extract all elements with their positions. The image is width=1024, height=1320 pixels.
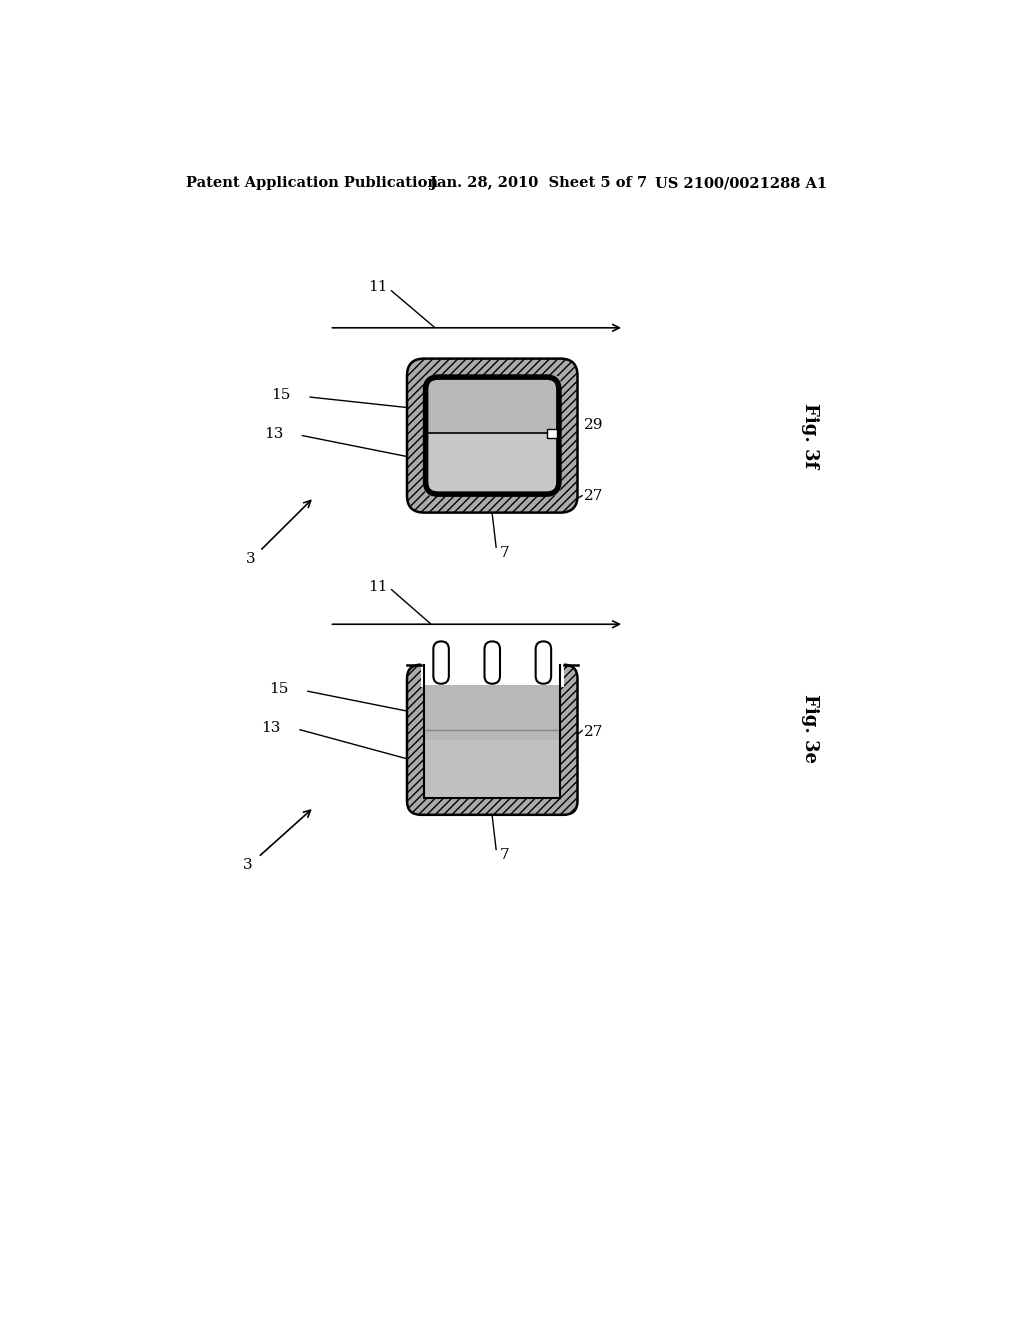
Text: 11: 11 xyxy=(368,280,388,294)
FancyBboxPatch shape xyxy=(407,665,578,814)
FancyBboxPatch shape xyxy=(407,359,578,512)
FancyBboxPatch shape xyxy=(484,642,500,684)
Text: 7: 7 xyxy=(500,847,510,862)
Text: 27: 27 xyxy=(584,488,603,503)
FancyBboxPatch shape xyxy=(536,642,551,684)
FancyBboxPatch shape xyxy=(433,642,449,684)
Text: 3: 3 xyxy=(244,858,253,873)
Bar xyxy=(421,663,563,686)
Text: US 2100/0021288 A1: US 2100/0021288 A1 xyxy=(655,176,827,190)
Bar xyxy=(547,429,557,438)
Text: 7: 7 xyxy=(500,545,510,560)
Text: Patent Application Publication: Patent Application Publication xyxy=(186,176,438,190)
Text: 15: 15 xyxy=(269,682,289,696)
Text: 13: 13 xyxy=(263,428,283,441)
Text: Jan. 28, 2010  Sheet 5 of 7: Jan. 28, 2010 Sheet 5 of 7 xyxy=(430,176,647,190)
Text: 15: 15 xyxy=(271,388,291,401)
Text: Fig. 3e: Fig. 3e xyxy=(801,694,819,763)
FancyBboxPatch shape xyxy=(424,376,560,496)
Text: 11: 11 xyxy=(368,579,388,594)
Bar xyxy=(424,665,560,739)
Bar xyxy=(424,661,560,685)
Text: 13: 13 xyxy=(261,721,281,735)
Text: Fig. 3f: Fig. 3f xyxy=(801,403,819,469)
FancyBboxPatch shape xyxy=(424,376,560,433)
Text: 27: 27 xyxy=(584,725,603,739)
Text: 29: 29 xyxy=(584,418,603,433)
Text: 3: 3 xyxy=(246,552,255,566)
Bar xyxy=(424,665,560,797)
